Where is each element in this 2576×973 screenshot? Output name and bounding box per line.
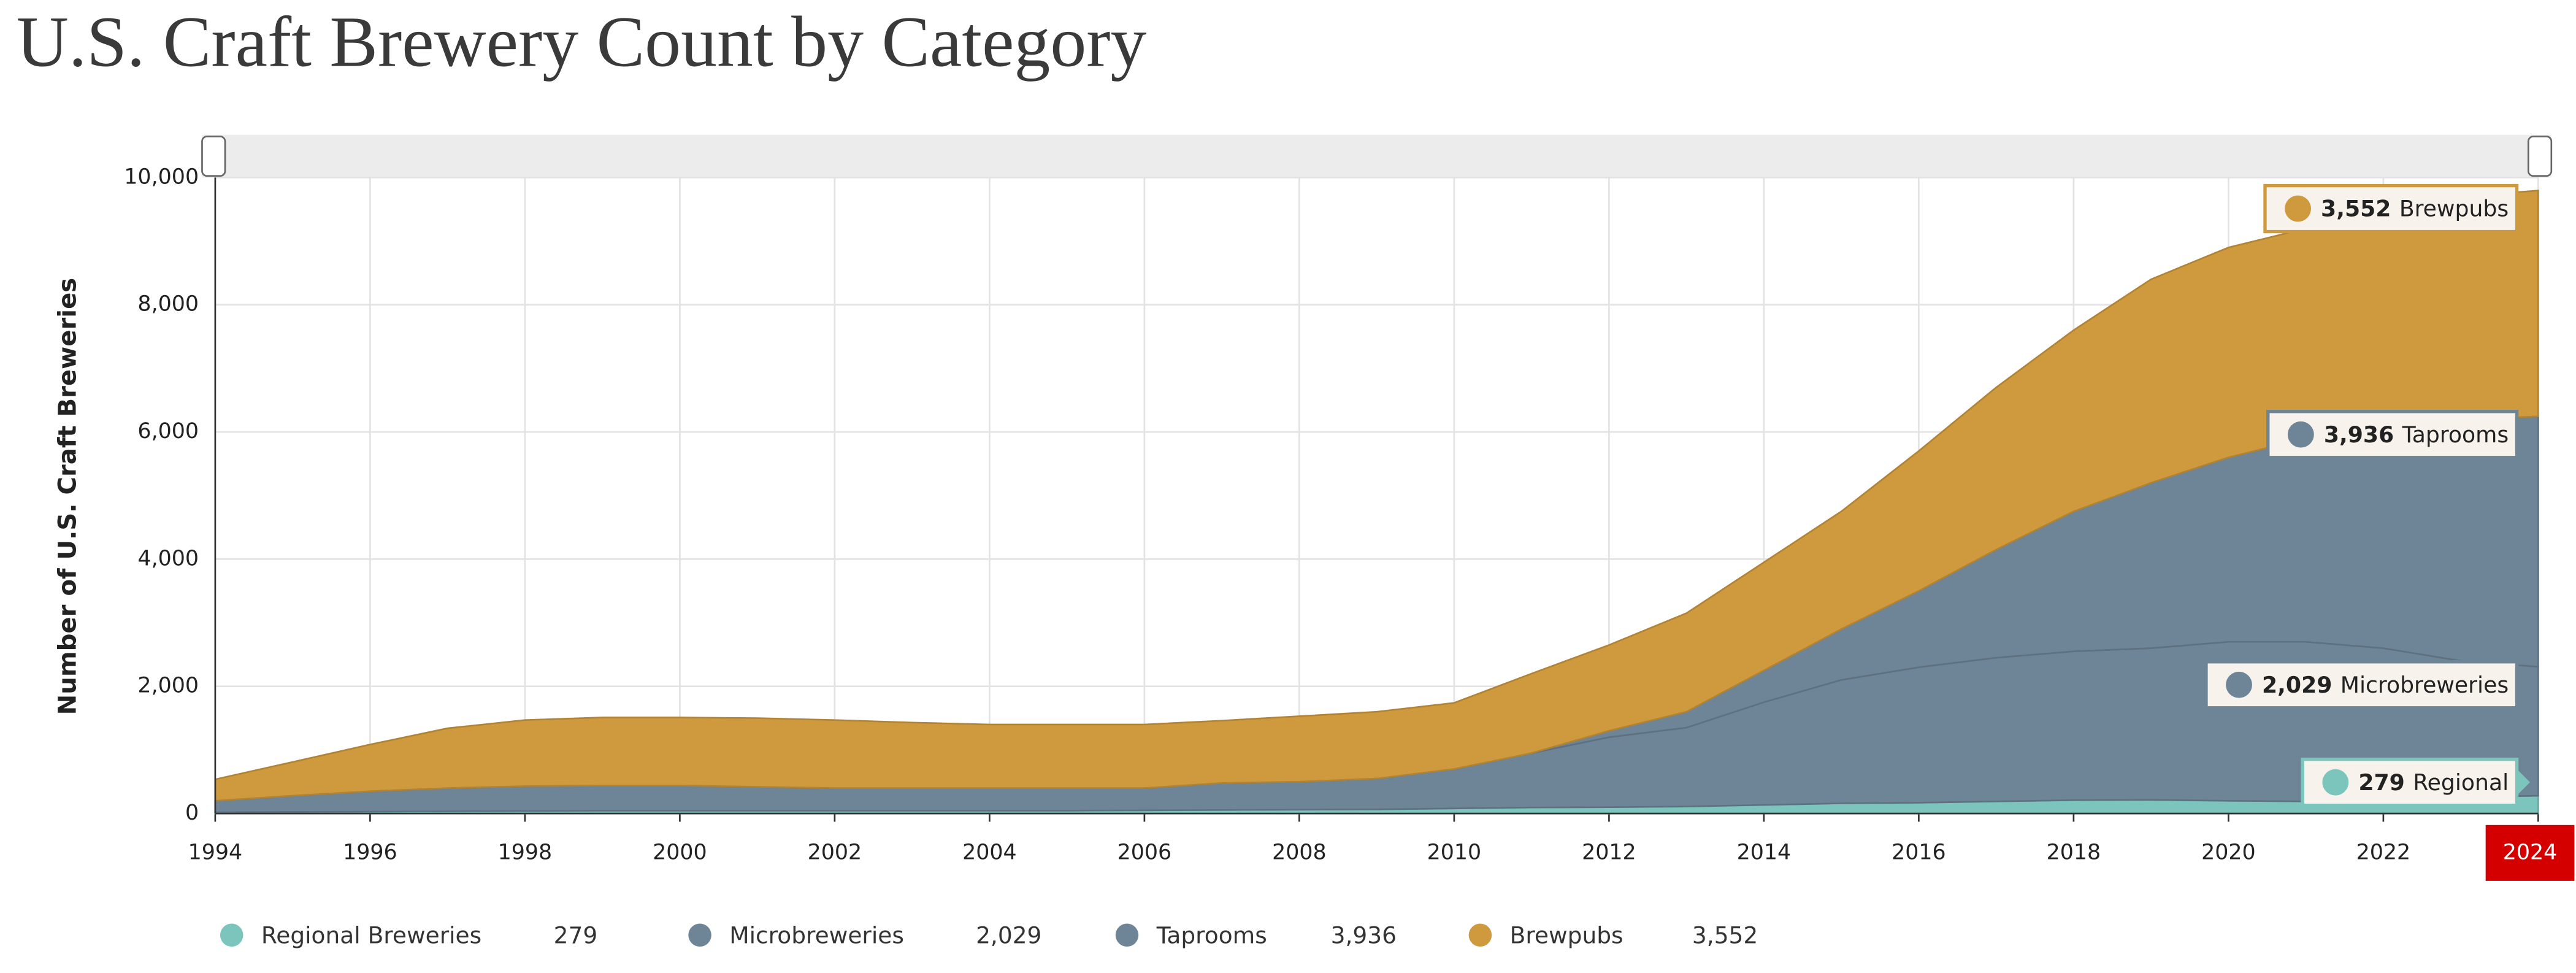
x-tick-label: 2022 bbox=[2356, 840, 2411, 864]
callout-value: 3,552 bbox=[2321, 196, 2391, 222]
callout: 3,936 Taprooms bbox=[2266, 410, 2530, 460]
callout-pointer bbox=[2517, 671, 2530, 698]
legend-label[interactable]: Regional Breweries bbox=[261, 921, 481, 948]
x-tick-label: 2024 bbox=[2503, 840, 2558, 864]
legend-label[interactable]: Taprooms bbox=[1156, 921, 1267, 948]
callout: 279 Regional bbox=[2301, 757, 2530, 807]
callout-label: 279 Regional bbox=[2358, 769, 2509, 796]
callout-value: 279 bbox=[2358, 769, 2404, 796]
callout-icon bbox=[2285, 195, 2311, 222]
callout-box bbox=[2301, 757, 2519, 807]
legend-icon[interactable] bbox=[220, 923, 243, 947]
legend-icon[interactable] bbox=[1115, 923, 1139, 947]
legend-value: 279 bbox=[554, 921, 598, 948]
range-handle-right[interactable] bbox=[2527, 136, 2553, 177]
callout-pointer bbox=[2517, 769, 2530, 796]
chart-title: U.S. Craft Brewery Count by Category bbox=[17, 2, 1147, 82]
y-tick-label: 6,000 bbox=[137, 419, 199, 444]
x-tick-label: 2018 bbox=[2047, 840, 2101, 864]
x-tick-label: 2020 bbox=[2201, 840, 2256, 864]
legend-value: 3,936 bbox=[1331, 921, 1397, 948]
y-tick-label: 0 bbox=[185, 801, 199, 825]
x-tick-label: 2006 bbox=[1117, 840, 1172, 864]
legend-value: 3,552 bbox=[1692, 921, 1758, 948]
current-year-box bbox=[2485, 825, 2575, 881]
legend-value: 2,029 bbox=[976, 921, 1041, 948]
x-tick-label: 2008 bbox=[1272, 840, 1327, 864]
x-tick-label: 2002 bbox=[808, 840, 862, 864]
callout-label: 3,552 Brewpubs bbox=[2321, 196, 2509, 222]
x-tick-label: 2016 bbox=[1892, 840, 1946, 864]
y-axis-label: Number of U.S. Craft Breweries bbox=[54, 278, 82, 715]
y-tick-label: 2,000 bbox=[137, 674, 199, 698]
range-handle-left[interactable] bbox=[201, 136, 226, 177]
legend-icon[interactable] bbox=[688, 923, 711, 947]
x-tick-label: 2012 bbox=[1582, 840, 1636, 864]
callout: 3,552 Brewpubs bbox=[2263, 183, 2530, 234]
x-tick-label: 1996 bbox=[343, 840, 397, 864]
callout-box bbox=[2204, 660, 2519, 710]
callout-name: Regional bbox=[2413, 769, 2509, 796]
legend-label[interactable]: Microbreweries bbox=[729, 921, 904, 948]
legend-label[interactable]: Brewpubs bbox=[1510, 921, 1623, 948]
callout-label: 2,029 Microbreweries bbox=[2262, 672, 2509, 698]
callout-label: 3,936 Taprooms bbox=[2324, 421, 2509, 448]
callout-value: 2,029 bbox=[2262, 672, 2332, 698]
x-tick-label: 2010 bbox=[1427, 840, 1482, 864]
x-tick-label: 2004 bbox=[962, 840, 1017, 864]
callout-name: Brewpubs bbox=[2399, 196, 2509, 222]
x-tick-label: 1994 bbox=[188, 840, 243, 864]
callout: 2,029 Microbreweries bbox=[2204, 660, 2530, 710]
x-tick-label: 2000 bbox=[653, 840, 707, 864]
legend-icon[interactable] bbox=[1468, 923, 1492, 947]
callout-icon bbox=[2226, 671, 2252, 698]
y-tick-label: 8,000 bbox=[137, 292, 199, 317]
y-tick-label: 10,000 bbox=[124, 164, 199, 189]
callout-value: 3,936 bbox=[2324, 421, 2394, 448]
callout-pointer bbox=[2517, 421, 2530, 448]
range-navigator[interactable] bbox=[202, 134, 2551, 178]
callout-icon bbox=[2322, 769, 2349, 796]
callout-icon bbox=[2287, 421, 2314, 448]
x-tick-label: 2014 bbox=[1737, 840, 1792, 864]
callout-name: Taprooms bbox=[2402, 421, 2509, 448]
callout-name: Microbreweries bbox=[2340, 672, 2509, 698]
callout-pointer bbox=[2517, 195, 2530, 222]
area bbox=[214, 190, 2539, 802]
x-tick-label: 1998 bbox=[498, 840, 553, 864]
y-tick-label: 4,000 bbox=[137, 546, 199, 571]
